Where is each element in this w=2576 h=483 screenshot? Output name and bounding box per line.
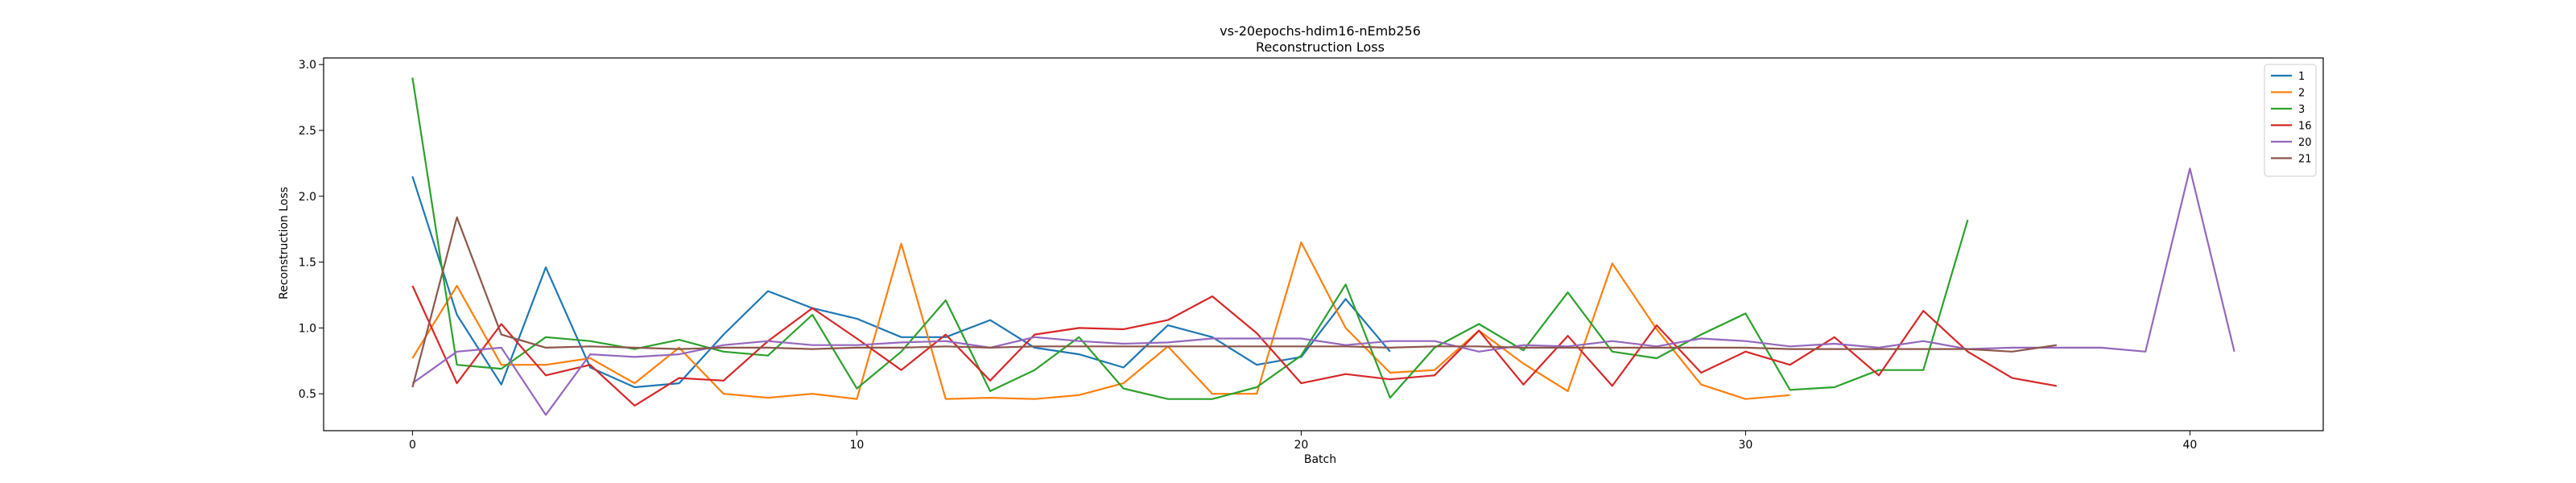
- x-axis-label: Batch: [1304, 453, 1336, 466]
- series-line-16: [411, 285, 2057, 407]
- chart-subtitle: Reconstruction Loss: [1256, 39, 1385, 55]
- legend-label: 21: [2298, 154, 2312, 166]
- series-layer: [411, 77, 2235, 416]
- x-tick-label: 10: [849, 439, 864, 452]
- y-tick-label: 0.5: [299, 388, 316, 401]
- legend-label: 20: [2298, 137, 2312, 149]
- series-line-2: [411, 241, 1790, 400]
- plot-frame: [323, 57, 2324, 431]
- y-tick-label: 3.0: [299, 59, 316, 72]
- y-tick-label: 2.5: [299, 125, 316, 138]
- chart-title: vs-20epochs-hdim16-nEmb256: [1220, 23, 1421, 39]
- x-tick-label: 20: [1294, 439, 1308, 452]
- legend-label: 16: [2298, 121, 2312, 133]
- legend: 1 2 3 16 20 21: [2264, 64, 2317, 177]
- y-axis-label: Reconstruction Loss: [278, 187, 291, 299]
- series-line-21: [411, 216, 2057, 388]
- series-line-1: [411, 175, 1391, 389]
- series-line-3: [411, 77, 1969, 400]
- x-tick-label: 40: [2182, 439, 2197, 452]
- axis-layer: 0 10 20 30 40 0.5 1.0 1.5 2.0 2.5 3.0: [299, 59, 2198, 452]
- series-line-20: [411, 167, 2235, 416]
- y-tick-label: 1.0: [299, 322, 316, 335]
- legend-label: 1: [2298, 71, 2305, 83]
- legend-label: 2: [2298, 88, 2305, 100]
- legend-label: 3: [2298, 104, 2305, 116]
- y-tick-label: 2.0: [299, 191, 316, 204]
- x-tick-label: 0: [409, 439, 416, 452]
- x-tick-label: 30: [1738, 439, 1752, 452]
- y-tick-label: 1.5: [299, 257, 316, 270]
